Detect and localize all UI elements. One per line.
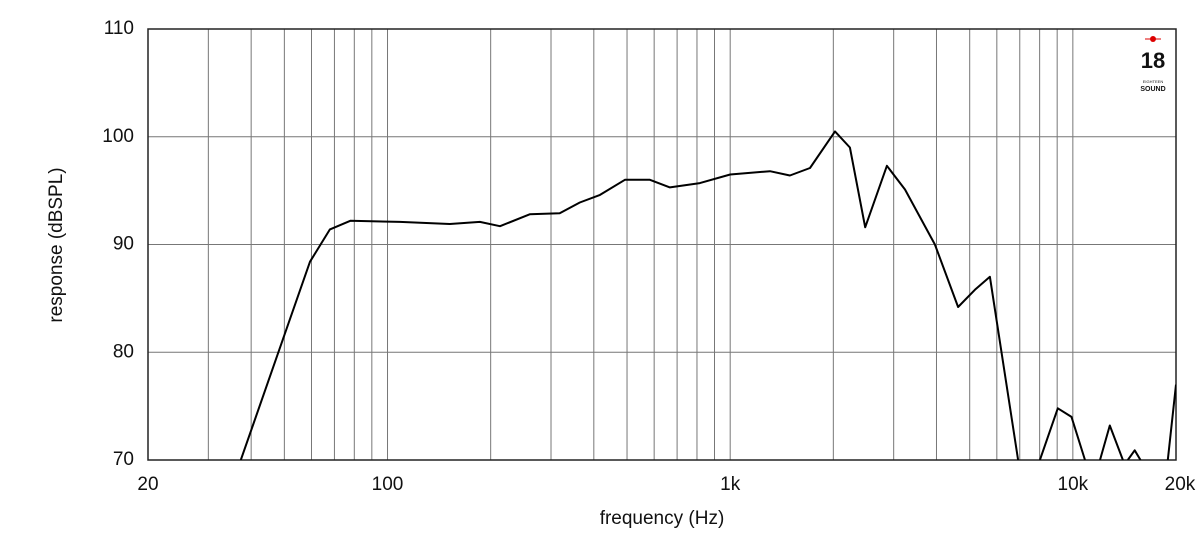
y-tick-label: 110	[104, 18, 134, 39]
y-tick-label: 80	[113, 341, 134, 362]
y-axis-label: response (dBSPL)	[46, 167, 67, 322]
y-tick-label: 70	[113, 449, 134, 470]
plot-frame	[147, 28, 1177, 461]
y-tick-label: 90	[113, 234, 134, 255]
logo-text: EIGHTEEN	[1143, 79, 1164, 84]
x-tick-label: 20	[137, 474, 158, 495]
y-tick-label: 100	[102, 126, 134, 147]
x-tick-label: 100	[372, 474, 404, 495]
x-tick-label: 20k	[1165, 474, 1196, 495]
x-tick-label: 10k	[1058, 474, 1089, 495]
x-tick-label: 1k	[720, 474, 741, 495]
x-axis-label: frequency (Hz)	[600, 508, 725, 529]
logo-number: 18	[1141, 48, 1165, 73]
logo-text: SOUND	[1140, 86, 1165, 93]
response-line	[239, 130, 1176, 460]
